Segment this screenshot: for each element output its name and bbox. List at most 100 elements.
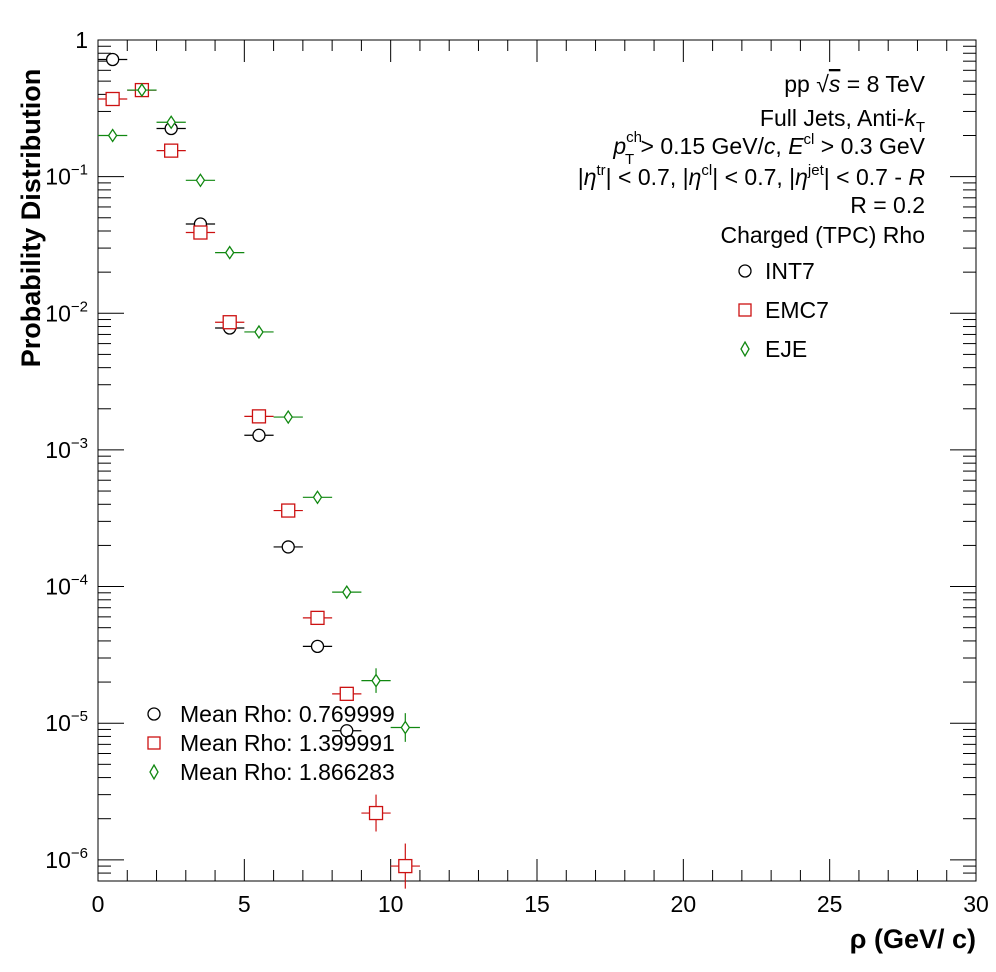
marker-square	[339, 686, 354, 701]
data-point	[156, 115, 186, 130]
y-tick-label: 10−2	[45, 298, 88, 326]
mean-entry-eje: Mean Rho: 1.866283	[149, 759, 395, 785]
data-point	[98, 91, 128, 107]
annotation-block: pp √s = 8 TeV Full Jets, Anti-kT pch T > …	[578, 71, 926, 248]
data-point	[390, 713, 420, 742]
y-tick-label: 10−6	[45, 845, 88, 873]
marker-circle	[310, 639, 325, 654]
x-tick-label: 5	[238, 891, 251, 917]
series-eje	[98, 82, 420, 742]
legend-marker-eje	[740, 340, 750, 358]
data-point	[185, 225, 216, 240]
data-point	[244, 324, 274, 340]
marker-square	[310, 610, 325, 626]
mean-entry-emc7: Mean Rho: 1.399991	[147, 730, 395, 756]
x-tick-label: 0	[92, 891, 105, 917]
annotation-sqrt-s: pp √s = 8 TeV	[784, 71, 925, 97]
marker-square	[105, 91, 120, 107]
annotation-line5: R = 0.2	[850, 192, 925, 218]
legend-entry-int7: INT7	[738, 258, 815, 284]
mean-label-int7: Mean Rho: 0.769999	[180, 701, 395, 727]
x-tick-label: 25	[817, 891, 843, 917]
legend-entry-eje: EJE	[740, 336, 807, 362]
marker-diamond	[283, 409, 294, 425]
data-point	[215, 245, 245, 260]
legend-marker-int7	[738, 264, 752, 278]
mean-label-eje: Mean Rho: 1.866283	[180, 759, 395, 785]
data-marks	[98, 52, 420, 889]
marker-square	[222, 315, 237, 330]
marker-diamond	[137, 82, 147, 98]
marker-diamond	[224, 245, 235, 260]
annotation-line4: |ηtr| < 0.7, |ηcl| < 0.7, |ηjet| < 0.7 -…	[578, 162, 925, 190]
marker-diamond	[400, 720, 411, 735]
y-axis-ticks: 1 10−1 10−2 10−3 10−4 10−5 10−6	[45, 27, 976, 882]
x-tick-label: 20	[671, 891, 697, 917]
data-point	[302, 610, 333, 626]
annotation-line6: Charged (TPC) Rho	[720, 222, 925, 248]
legend-label-eje: EJE	[765, 336, 807, 362]
annotation-line2: Full Jets, Anti-kT	[760, 105, 925, 136]
marker-square	[368, 805, 384, 821]
data-point	[273, 503, 303, 518]
y-tick-label: 10−4	[45, 572, 88, 600]
marker-square	[281, 503, 296, 518]
data-point	[127, 82, 157, 98]
data-point	[98, 128, 128, 143]
data-point	[244, 428, 274, 442]
data-point	[332, 724, 362, 738]
data-point	[332, 584, 362, 600]
marker-diamond	[195, 173, 206, 188]
mean-marker-eje	[149, 763, 159, 781]
data-point	[302, 639, 333, 654]
data-point	[361, 668, 391, 693]
marker-diamond	[341, 584, 352, 600]
marker-diamond	[371, 673, 381, 688]
x-axis-ticks: 0 5 10 15 20 25 30	[92, 40, 989, 917]
legend-label-int7: INT7	[765, 258, 815, 284]
y-tick-label: 10−3	[45, 435, 88, 463]
data-point	[215, 315, 245, 330]
legend-entry-emc7: EMC7	[738, 297, 829, 323]
marker-square	[398, 858, 413, 874]
marker-square	[251, 409, 267, 424]
data-point	[185, 173, 216, 188]
y-tick-label: 1	[75, 27, 88, 53]
y-tick-label: 10−1	[45, 162, 88, 190]
data-point	[332, 686, 362, 701]
mean-legend: Mean Rho: 0.769999 Mean Rho: 1.399991 Me…	[147, 701, 395, 785]
x-tick-label: 30	[963, 891, 989, 917]
mean-marker-int7	[147, 707, 161, 721]
data-point	[302, 490, 333, 505]
series-emc7	[98, 82, 420, 889]
data-point	[361, 794, 391, 832]
mean-marker-emc7	[147, 736, 161, 750]
y-axis-label: Probability Distribution	[16, 69, 46, 368]
marker-circle	[340, 724, 354, 738]
marker-square	[164, 143, 179, 158]
marker-diamond	[312, 490, 323, 505]
marker-circle	[281, 540, 295, 554]
x-tick-label: 10	[378, 891, 404, 917]
marker-diamond	[107, 128, 118, 143]
mean-label-emc7: Mean Rho: 1.399991	[180, 730, 395, 756]
marker-square	[193, 225, 208, 240]
legend-label-emc7: EMC7	[765, 297, 829, 323]
mean-entry-int7: Mean Rho: 0.769999	[147, 701, 395, 727]
data-point	[156, 143, 186, 158]
data-point	[244, 409, 274, 424]
annotation-line3: pch T > 0.15 GeV/c, Ecl > 0.3 GeV	[612, 129, 925, 168]
marker-circle	[105, 52, 120, 67]
annotation-line1: pp √s = 8 TeV	[784, 71, 925, 97]
data-point	[273, 540, 303, 554]
legend-marker-emc7	[738, 303, 752, 317]
data-point	[273, 409, 303, 425]
marker-diamond	[254, 324, 264, 340]
marker-diamond	[166, 115, 176, 130]
x-axis-label: ρ (GeV/ c)	[850, 924, 976, 954]
x-tick-label: 15	[524, 891, 550, 917]
legend: INT7 EMC7 EJE	[738, 258, 829, 362]
data-point	[390, 843, 420, 889]
